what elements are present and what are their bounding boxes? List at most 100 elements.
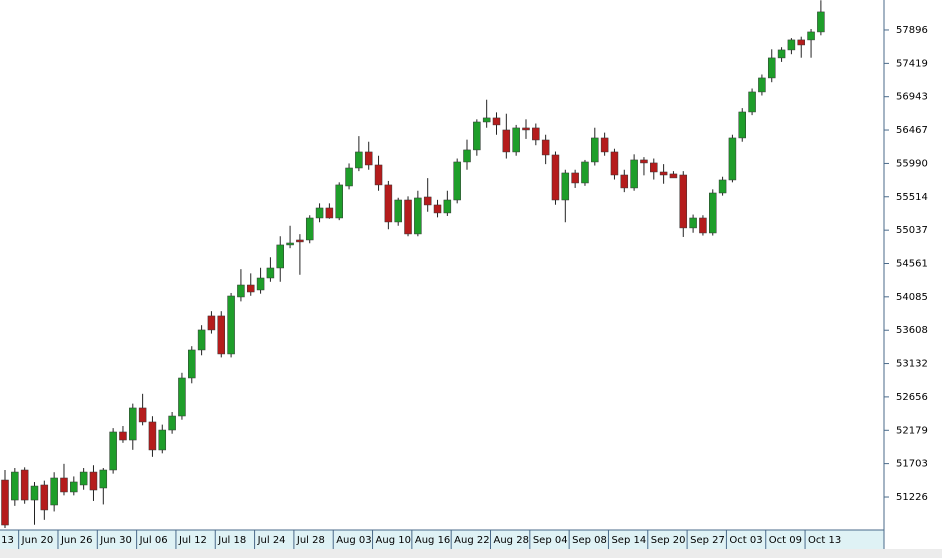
x-tick-label: Aug 03 [336, 535, 371, 546]
x-tick-label: Sep 04 [533, 535, 568, 546]
candle-body [197, 329, 206, 351]
candle-body [188, 349, 196, 379]
candle-body [168, 415, 176, 431]
candle-body [463, 149, 471, 163]
candle-body [689, 217, 697, 229]
candle-body [1, 479, 9, 526]
candle-body [640, 159, 648, 164]
candle-body [315, 207, 324, 219]
candle-body [738, 111, 746, 139]
x-tick-label: Oct 03 [729, 535, 762, 546]
candle-body [414, 197, 422, 235]
x-tick-label: Aug 10 [376, 535, 411, 546]
candle-body [630, 159, 638, 189]
candle-body [502, 129, 511, 153]
x-tick-label: Jun 20 [21, 535, 54, 546]
candle-body [807, 31, 815, 41]
candle-body [443, 199, 452, 214]
candle-body [79, 471, 88, 486]
x-tick-label: Oct 09 [769, 535, 802, 546]
y-tick-label: 57419 [896, 58, 928, 69]
candle-body [374, 164, 383, 186]
candle-body [394, 199, 402, 223]
y-tick-label: 56943 [896, 92, 928, 103]
x-tick-label: Aug 22 [454, 535, 489, 546]
y-tick-label: 55990 [896, 158, 928, 169]
candle-body [551, 154, 560, 201]
candle-body [532, 127, 540, 141]
candle-body [767, 57, 776, 79]
candle-body [70, 481, 78, 493]
y-tick-label: 55037 [896, 225, 928, 236]
y-tick-label: 54561 [896, 258, 928, 269]
x-tick-label: Jun 26 [60, 535, 93, 546]
y-tick-label: 52656 [896, 392, 928, 403]
y-tick-label: 52179 [896, 425, 928, 436]
x-tick-label: Jun 30 [99, 535, 132, 546]
candle-body [492, 117, 501, 126]
x-tick-label: Sep 14 [611, 535, 646, 546]
candle-body [473, 121, 481, 151]
x-axis-strip [0, 530, 884, 549]
y-tick-label: 56467 [896, 125, 928, 136]
candle-body [325, 207, 334, 219]
candle-body [296, 239, 304, 243]
candle-body [541, 139, 550, 156]
candle-body [659, 171, 668, 176]
y-tick-label: 55514 [896, 192, 928, 203]
candle-body [384, 184, 393, 223]
candle-body [217, 315, 226, 355]
candle-body [99, 469, 108, 489]
x-tick-label: Jul 28 [296, 535, 325, 546]
candle-body [709, 192, 717, 234]
x-tick-label: Sep 20 [651, 535, 686, 546]
candle-body [679, 174, 688, 229]
candle-body [758, 77, 766, 93]
y-tick-label: 53132 [896, 359, 928, 370]
candle-body [404, 199, 412, 235]
x-tick-label: Jul 12 [178, 535, 207, 546]
x-tick-label: Sep 08 [572, 535, 607, 546]
candle-body [237, 284, 245, 298]
candle-body [699, 217, 707, 234]
candle-body [748, 91, 756, 113]
candle-body [728, 137, 737, 181]
candle-body [561, 172, 570, 201]
candle-body [718, 179, 727, 194]
candle-body [89, 471, 98, 491]
candle-body [109, 431, 117, 471]
y-tick-label: 51703 [896, 459, 928, 470]
x-tick-label: Oct 13 [808, 535, 841, 546]
candle-body [423, 196, 432, 206]
candle-body [247, 284, 255, 293]
scroll-strip [0, 549, 942, 558]
candle-body [266, 267, 275, 279]
x-tick-label: Jun 13 [0, 535, 14, 546]
candle-body [364, 151, 373, 166]
candle-body [797, 39, 805, 46]
candle-body [817, 11, 825, 33]
candle-body [620, 174, 629, 189]
candle-body [11, 471, 19, 501]
candle-body [600, 137, 609, 153]
candle-body [119, 431, 127, 441]
y-tick-label: 51226 [896, 492, 928, 503]
candle-body [60, 477, 68, 493]
candle-body [777, 49, 786, 59]
y-tick-label: 54085 [896, 292, 928, 303]
candle-body [138, 407, 147, 423]
candle-body [335, 184, 343, 219]
x-tick-label: Jul 24 [257, 535, 286, 546]
x-tick-label: Aug 16 [415, 535, 450, 546]
candle-body [453, 161, 461, 201]
candle-body [50, 477, 58, 506]
x-tick-label: Aug 28 [494, 535, 529, 546]
candle-body [129, 407, 137, 441]
candle-body [305, 217, 314, 241]
candle-body [345, 167, 353, 187]
x-tick-label: Sep 27 [690, 535, 725, 546]
candle-body [256, 277, 265, 291]
candle-body [40, 484, 49, 511]
candle-body [571, 172, 579, 184]
